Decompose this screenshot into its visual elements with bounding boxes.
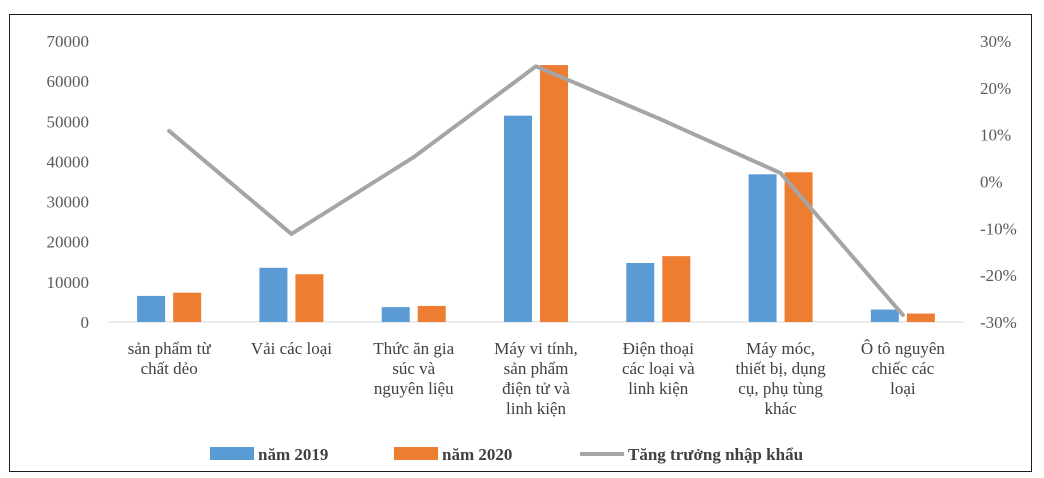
growth-line (167, 64, 905, 317)
y-right-tick-label: 10% (980, 126, 1011, 145)
bar-2019 (748, 174, 777, 322)
x-category-label: sản phẩm (504, 359, 569, 378)
bar-2020 (417, 305, 446, 322)
x-category-label: Máy vi tính, (494, 339, 578, 358)
x-category-label: các loại và (622, 359, 695, 378)
y-right-tick-label: -10% (980, 219, 1017, 238)
y-right-tick-label: 0% (980, 173, 1003, 192)
x-category-label: nguyên liệu (374, 379, 454, 398)
x-category-label: Vải các loại (251, 339, 332, 358)
x-category-label: điện tử và (502, 379, 570, 398)
x-category-label: linh kiện (628, 379, 688, 398)
combo-chart: 0 10000 20000 30000 40000 50000 60000 70000 -30%… (47, 32, 1017, 464)
y-right-tick-label: 20% (980, 79, 1011, 98)
bar-2019 (137, 295, 166, 322)
y-right-tick-label: 30% (980, 32, 1011, 51)
bar-2019 (381, 307, 410, 322)
bar-2020 (540, 65, 568, 323)
x-category-label: Máy móc, (746, 339, 815, 358)
y-left-tick-label: 60000 (47, 72, 90, 91)
bar-2019 (870, 309, 899, 322)
y-left-tick-label: 50000 (47, 112, 90, 131)
y-left-tick-label: 10000 (47, 273, 90, 292)
legend-swatch-1 (394, 447, 438, 460)
x-category-label: Ô tô nguyên (861, 339, 946, 358)
bar-2019 (626, 262, 655, 322)
legend-swatch-0 (210, 447, 254, 460)
bar-2020 (295, 274, 324, 322)
x-category-label: chất dẻo (141, 359, 198, 378)
y-left-tick-label: 30000 (47, 193, 90, 212)
x-category-label: Điện thoại (623, 339, 695, 358)
x-category-label: loại (890, 379, 916, 398)
x-category-label: Thức ăn gia (373, 339, 454, 358)
chart-frame: 0 10000 20000 30000 40000 50000 60000 70000 -30%… (9, 14, 1032, 472)
bar-2019 (259, 267, 288, 322)
bar-2019 (504, 115, 532, 322)
legend-label: Tăng trưởng nhập khẩu (628, 445, 803, 464)
y-right-tick-label: -30% (980, 313, 1017, 332)
bar-2020 (784, 172, 813, 322)
x-category-label: linh kiện (506, 399, 566, 418)
bar-2020 (906, 313, 935, 322)
x-category-label: cụ, phụ tùng (738, 379, 823, 398)
y-left-tick-label: 40000 (47, 152, 90, 171)
y-left-tick-label: 0 (81, 313, 90, 332)
legend-label: năm 2019 (258, 445, 328, 464)
y-right-tick-label: -20% (980, 266, 1017, 285)
x-category-label: sản phẩm từ (128, 339, 212, 358)
x-category-label: thiết bị, dụng (735, 359, 826, 378)
x-category-label: chiếc các (871, 359, 934, 378)
bar-2020 (173, 292, 202, 322)
y-left-tick-label: 20000 (47, 233, 90, 252)
y-left-tick-label: 70000 (47, 32, 90, 51)
legend-label: năm 2020 (442, 445, 512, 464)
x-category-label: súc và (392, 359, 435, 378)
bar-2020 (662, 256, 691, 322)
x-category-label: khác (765, 399, 798, 418)
